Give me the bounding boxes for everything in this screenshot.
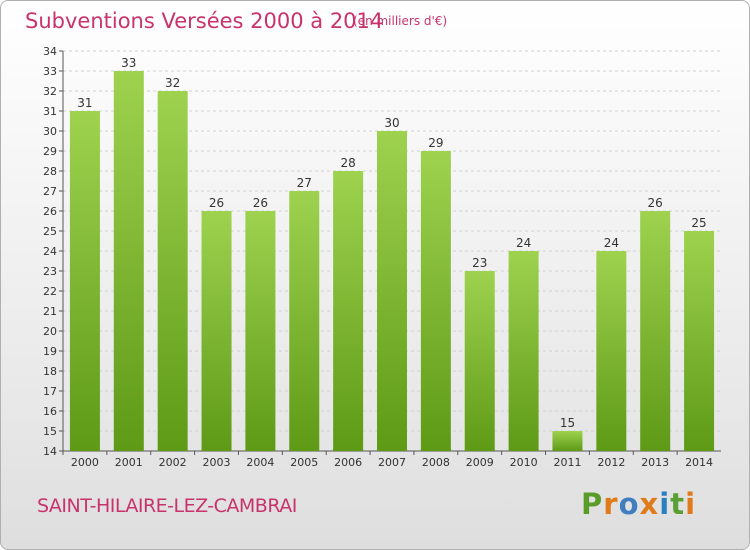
y-tick-label: 23 — [43, 265, 57, 278]
y-tick-label: 25 — [43, 225, 57, 238]
bar-value-label: 27 — [297, 176, 312, 190]
bar-value-label: 30 — [384, 116, 399, 130]
bar-value-label: 15 — [560, 416, 575, 430]
y-tick-label: 26 — [43, 205, 57, 218]
bar-2001 — [113, 71, 144, 451]
bar-value-label: 33 — [121, 56, 136, 70]
bar-value-label: 28 — [340, 156, 355, 170]
y-tick-label: 19 — [43, 345, 57, 358]
bar-value-label: 32 — [165, 76, 180, 90]
x-tick-label: 2010 — [510, 456, 538, 469]
logo-letter: P — [581, 487, 604, 521]
chart-unit: (en milliers d'€) — [353, 14, 448, 28]
x-tick-label: 2009 — [466, 456, 494, 469]
x-tick-label: 2013 — [641, 456, 669, 469]
bar-2014 — [684, 231, 715, 451]
y-tick-label: 16 — [43, 405, 57, 418]
x-tick-label: 2011 — [553, 456, 581, 469]
bars — [69, 71, 715, 451]
x-tick-label: 2007 — [378, 456, 406, 469]
bar-value-label: 23 — [472, 256, 487, 270]
logo-letter: i — [659, 487, 671, 521]
y-tick-label: 34 — [43, 45, 57, 58]
bar-2004 — [245, 211, 276, 451]
logo-letter: x — [639, 487, 660, 521]
bar-2000 — [69, 111, 100, 451]
bar-2008 — [420, 151, 451, 451]
x-tick-label: 2000 — [71, 456, 99, 469]
y-tick-label: 33 — [43, 65, 57, 78]
y-tick-label: 32 — [43, 85, 57, 98]
bar-value-label: 25 — [691, 216, 706, 230]
y-tick-label: 31 — [43, 105, 57, 118]
y-tick-label: 21 — [43, 305, 57, 318]
x-tick-label: 2003 — [203, 456, 231, 469]
logo-letter: i — [685, 487, 697, 521]
y-tick-label: 18 — [43, 365, 57, 378]
bar-value-label: 31 — [77, 96, 92, 110]
bar-2010 — [508, 251, 539, 451]
bar-value-label: 24 — [516, 236, 531, 250]
bar-2006 — [333, 171, 364, 451]
y-tick-label: 24 — [43, 245, 57, 258]
bar-2012 — [596, 251, 627, 451]
y-tick-label: 28 — [43, 165, 57, 178]
x-tick-label: 2002 — [159, 456, 187, 469]
bar-2002 — [157, 91, 188, 451]
y-tick-label: 29 — [43, 145, 57, 158]
y-tick-label: 22 — [43, 285, 57, 298]
bar-2009 — [464, 271, 495, 451]
y-tick-label: 27 — [43, 185, 57, 198]
y-tick-label: 17 — [43, 385, 57, 398]
bar-2005 — [289, 191, 320, 451]
y-tick-label: 20 — [43, 325, 57, 338]
logo-letter: r — [603, 487, 619, 521]
bar-value-label: 26 — [648, 196, 663, 210]
chart-title: Subventions Versées 2000 à 2014 — [25, 9, 384, 33]
bar-2011 — [552, 431, 583, 451]
y-tick-label: 30 — [43, 125, 57, 138]
x-tick-label: 2014 — [685, 456, 713, 469]
x-tick-label: 2005 — [290, 456, 318, 469]
x-tick-label: 2006 — [334, 456, 362, 469]
bar-value-label: 24 — [604, 236, 619, 250]
bar-2013 — [640, 211, 671, 451]
city-name: SAINT-HILAIRE-LEZ-CAMBRAI — [37, 495, 297, 517]
x-tick-label: 2008 — [422, 456, 450, 469]
x-tick-label: 2004 — [246, 456, 274, 469]
x-tick-label: 2012 — [597, 456, 625, 469]
y-tick-label: 15 — [43, 425, 57, 438]
bar-value-label: 26 — [209, 196, 224, 210]
bar-value-label: 29 — [428, 136, 443, 150]
bar-value-label: 26 — [253, 196, 268, 210]
logo-letter: o — [618, 487, 640, 521]
logo-letter: t — [670, 487, 686, 521]
y-tick-label: 14 — [43, 445, 57, 458]
labels: 14 15 16 17 18 19 20 21 22 23 24 25 26 27 28 29 30 31 32 33… — [43, 45, 713, 469]
x-tick-label: 2001 — [115, 456, 143, 469]
proxiti-logo: Proxiti — [581, 487, 696, 521]
bar-2007 — [377, 131, 407, 451]
bar-2003 — [201, 211, 232, 451]
